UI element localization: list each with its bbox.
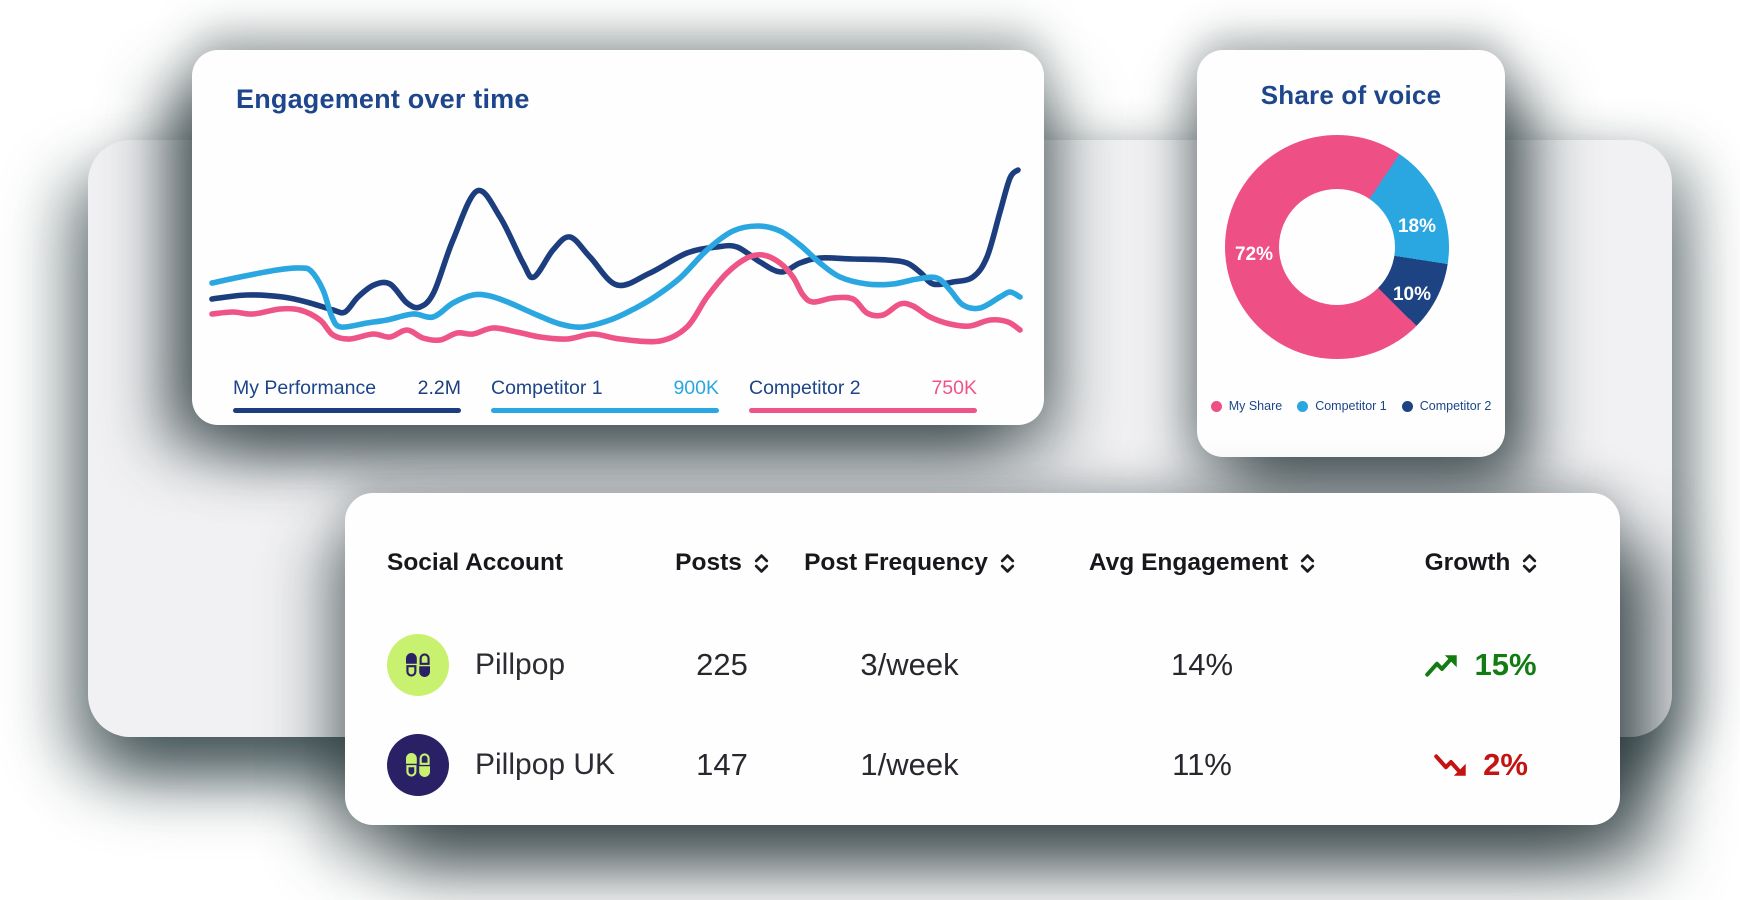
share-donut-chart: 72% 18% 10% xyxy=(1225,135,1449,359)
column-label: Posts xyxy=(675,549,742,576)
growth-cell: 15% xyxy=(1372,647,1590,683)
account-cell: Pillpop xyxy=(387,634,657,696)
sort-chevrons-icon xyxy=(1523,553,1537,573)
social-accounts-table-card: Social Account Posts Post Frequency Avg … xyxy=(345,493,1620,825)
column-label: Avg Engagement xyxy=(1088,549,1289,576)
column-header-growth: Growth xyxy=(1372,549,1590,577)
legend-underline-bar xyxy=(491,408,719,413)
growth-cell: 2% xyxy=(1372,747,1590,783)
legend-label: Competitor 1 xyxy=(1315,399,1387,413)
table-header-row: Social Account Posts Post Frequency Avg … xyxy=(345,533,1620,593)
legend-row: My Performance 2.2M xyxy=(233,377,461,400)
legend-label: Competitor 2 xyxy=(1419,399,1492,413)
trend-up-icon xyxy=(1425,654,1458,677)
share-legend-item-competitor-2[interactable]: Competitor 2 xyxy=(1401,399,1492,413)
column-header-social-account: Social Account xyxy=(387,549,564,576)
posts-cell: 225 xyxy=(696,647,748,682)
column-header-avg-engagement: Avg Engagement xyxy=(1032,549,1372,577)
legend-dot xyxy=(1297,400,1309,412)
trend-down-icon xyxy=(1434,753,1466,776)
account-name: Pillpop xyxy=(475,648,566,681)
share-legend: My Share Competitor 1 Competitor 2 xyxy=(1197,399,1505,413)
column-label: Post Frequency xyxy=(804,549,988,576)
pillpop-uk-avatar xyxy=(387,734,449,796)
account-cell: Pillpop UK xyxy=(387,734,657,796)
donut-label-competitor-1: 18% xyxy=(1397,216,1437,237)
sort-button-posts[interactable]: Posts xyxy=(675,549,769,577)
legend-item-my-performance[interactable]: My Performance 2.2M xyxy=(233,377,461,413)
frequency-cell: 3/week xyxy=(860,647,959,682)
engagement-cell: 14% xyxy=(1170,647,1234,682)
share-of-voice-card: Share of voice 72% 18% 10% My Share Comp… xyxy=(1197,50,1505,457)
pillpop-avatar xyxy=(387,634,449,696)
share-legend-item-my-share[interactable]: My Share xyxy=(1210,399,1283,413)
account-name: Pillpop UK xyxy=(475,748,616,781)
column-header-posts: Posts xyxy=(657,549,787,577)
pills-icon xyxy=(406,753,430,777)
pills-icon xyxy=(406,653,430,677)
legend-dot xyxy=(1210,400,1222,412)
sort-chevrons-icon xyxy=(1000,553,1015,573)
engagement-card-title: Engagement over time xyxy=(236,84,530,114)
table-row-pillpop[interactable]: Pillpop 225 3/week 14% 15% xyxy=(345,615,1620,715)
column-label: Growth xyxy=(1424,549,1511,576)
donut-hole xyxy=(1279,189,1395,305)
posts-cell: 147 xyxy=(696,747,748,782)
table-row-pillpop-uk[interactable]: Pillpop UK 147 1/week 11% 2% xyxy=(345,715,1620,815)
growth-value: 15% xyxy=(1474,647,1537,682)
legend-item-competitor-2[interactable]: Competitor 2 750K xyxy=(749,377,977,413)
column-header-post-frequency: Post Frequency xyxy=(787,549,1032,577)
legend-label: Competitor 1 xyxy=(491,377,603,399)
share-card-title: Share of voice xyxy=(1260,80,1442,110)
sort-button-avg-engagement[interactable]: Avg Engagement xyxy=(1089,549,1315,577)
sort-button-growth[interactable]: Growth xyxy=(1425,549,1538,577)
legend-underline-bar xyxy=(233,408,461,413)
legend-row: Competitor 2 750K xyxy=(749,377,977,400)
engagement-over-time-card: Engagement over time My Performance 2.2M… xyxy=(192,50,1044,425)
donut-label-competitor-2: 10% xyxy=(1392,284,1432,305)
legend-label: Competitor 2 xyxy=(749,377,861,399)
legend-item-competitor-1[interactable]: Competitor 1 900K xyxy=(491,377,719,413)
share-legend-item-competitor-1[interactable]: Competitor 1 xyxy=(1297,399,1387,413)
legend-underline-bar xyxy=(749,408,977,413)
legend-value: 2.2M xyxy=(417,377,461,399)
legend-value: 750K xyxy=(931,377,977,399)
sort-button-post-frequency[interactable]: Post Frequency xyxy=(804,549,1015,577)
growth-value: 2% xyxy=(1483,747,1528,782)
legend-label: My Share xyxy=(1228,399,1283,413)
engagement-legend: My Performance 2.2M Competitor 1 900K Co… xyxy=(233,377,977,413)
legend-value: 900K xyxy=(673,377,719,399)
frequency-cell: 1/week xyxy=(860,747,959,782)
engagement-cell: 11% xyxy=(1172,747,1232,782)
sort-chevrons-icon xyxy=(754,553,768,573)
legend-label: My Performance xyxy=(233,377,377,399)
legend-row: Competitor 1 900K xyxy=(491,377,719,400)
legend-dot xyxy=(1401,400,1413,412)
donut-label-my-share: 72% xyxy=(1234,244,1274,265)
sort-chevrons-icon xyxy=(1300,553,1315,573)
